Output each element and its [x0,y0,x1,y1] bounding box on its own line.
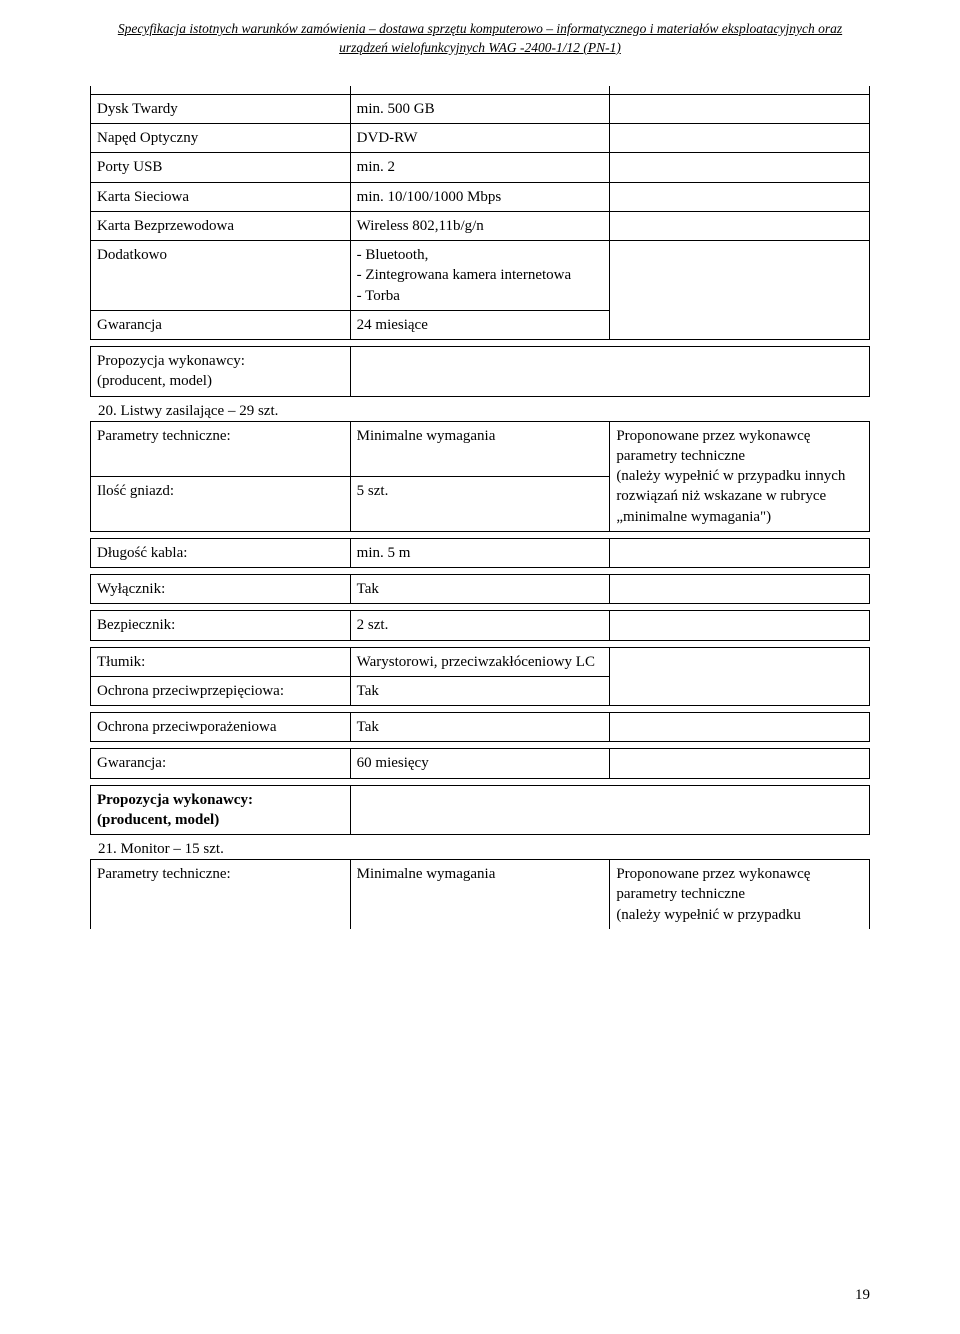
cell-third [610,241,870,340]
cell-third [610,124,870,153]
section-20-row: Tłumik: Warystorowi, przeciwzakłóceniowy… [90,647,870,707]
page-number: 19 [855,1287,870,1304]
section-20-row: Ochrona przeciwporażeniowa Tak [90,712,870,742]
cell-label: Bezpiecznik: [91,611,351,640]
cell-value: Wireless 802,11b/g/n [350,211,610,240]
proposal-table-20: Propozycja wykonawcy: (producent, model) [90,785,870,836]
page: Specyfikacja istotnych warunków zamówien… [0,0,960,1334]
cell-value: min. 10/100/1000 Mbps [350,182,610,211]
cell-value: Minimalne wymagania [350,421,610,476]
cell-third [610,538,870,567]
cell-value: Tak [350,676,610,705]
cell-third [610,647,870,706]
cell-value: 60 miesięcy [350,749,610,778]
cell-label: Karta Sieciowa [91,182,351,211]
cell-value: 2 szt. [350,611,610,640]
cell-third [610,575,870,604]
cell-value: 24 miesiące [350,310,610,339]
cell-value: - Bluetooth, - Zintegrowana kamera inter… [350,241,610,311]
proposal-value [350,785,869,835]
cell-third [610,153,870,182]
cell-label: Porty USB [91,153,351,182]
cell-third [610,94,870,123]
cell-value: Tak [350,713,610,742]
cell-label: Parametry techniczne: [91,421,351,476]
page-header: Specyfikacja istotnych warunków zamówien… [90,20,870,58]
proposal-label: Propozycja wykonawcy: (producent, model) [91,347,351,397]
section-20-row: Długość kabla: min. 5 m [90,538,870,568]
proposal-table: Propozycja wykonawcy: (producent, model) [90,346,870,397]
cell-value: Warystorowi, przeciwzakłóceniowy LC [350,647,610,676]
cell-label: Napęd Optyczny [91,124,351,153]
cell-third [610,86,870,95]
cell-label: Gwarancja [91,310,351,339]
cell-label: Ilość gniazd: [91,476,351,531]
cell-label: Ochrona przeciwprzepięciowa: [91,676,351,705]
cell-third [610,211,870,240]
cell-label: Długość kabla: [91,538,351,567]
cell-value: Minimalne wymagania [350,860,610,929]
section-20-row: Bezpiecznik: 2 szt. [90,610,870,640]
section-21-table: Parametry techniczne: Minimalne wymagani… [90,859,870,929]
cell-label [91,86,351,95]
cell-label: Dysk Twardy [91,94,351,123]
cell-third [610,182,870,211]
section-20-title: 20. Listwy zasilające – 29 szt. [98,403,870,420]
cell-value: min. 500 GB [350,94,610,123]
section-20-row: Wyłącznik: Tak [90,574,870,604]
cell-label: Parametry techniczne: [91,860,351,929]
cell-third: Proponowane przez wykonawcę parametry te… [610,860,870,929]
cell-value: min. 5 m [350,538,610,567]
cell-label: Ochrona przeciwporażeniowa [91,713,351,742]
cell-value: 5 szt. [350,476,610,531]
cell-value: Tak [350,575,610,604]
section-20-table-header: Parametry techniczne: Minimalne wymagani… [90,421,870,532]
cell-label: Karta Bezprzewodowa [91,211,351,240]
cell-third [610,713,870,742]
cell-value [350,86,610,95]
spec-table-continuation: Dysk Twardy min. 500 GB Napęd Optyczny D… [90,86,870,340]
section-21-title: 21. Monitor – 15 szt. [98,841,870,858]
cell-value: min. 2 [350,153,610,182]
cell-third [610,611,870,640]
cell-value: DVD-RW [350,124,610,153]
section-20-row: Gwarancja: 60 miesięcy [90,748,870,778]
proposal-value [350,347,869,397]
proposal-label: Propozycja wykonawcy: (producent, model) [91,785,351,835]
cell-label: Gwarancja: [91,749,351,778]
cell-third: Proponowane przez wykonawcę parametry te… [610,421,870,531]
header-line2: urządzeń wielofunkcyjnych WAG -2400-1/12… [339,40,621,55]
header-line1: Specyfikacja istotnych warunków zamówien… [118,21,842,36]
cell-label: Wyłącznik: [91,575,351,604]
cell-third [610,749,870,778]
cell-label: Tłumik: [91,647,351,676]
cell-label: Dodatkowo [91,241,351,311]
